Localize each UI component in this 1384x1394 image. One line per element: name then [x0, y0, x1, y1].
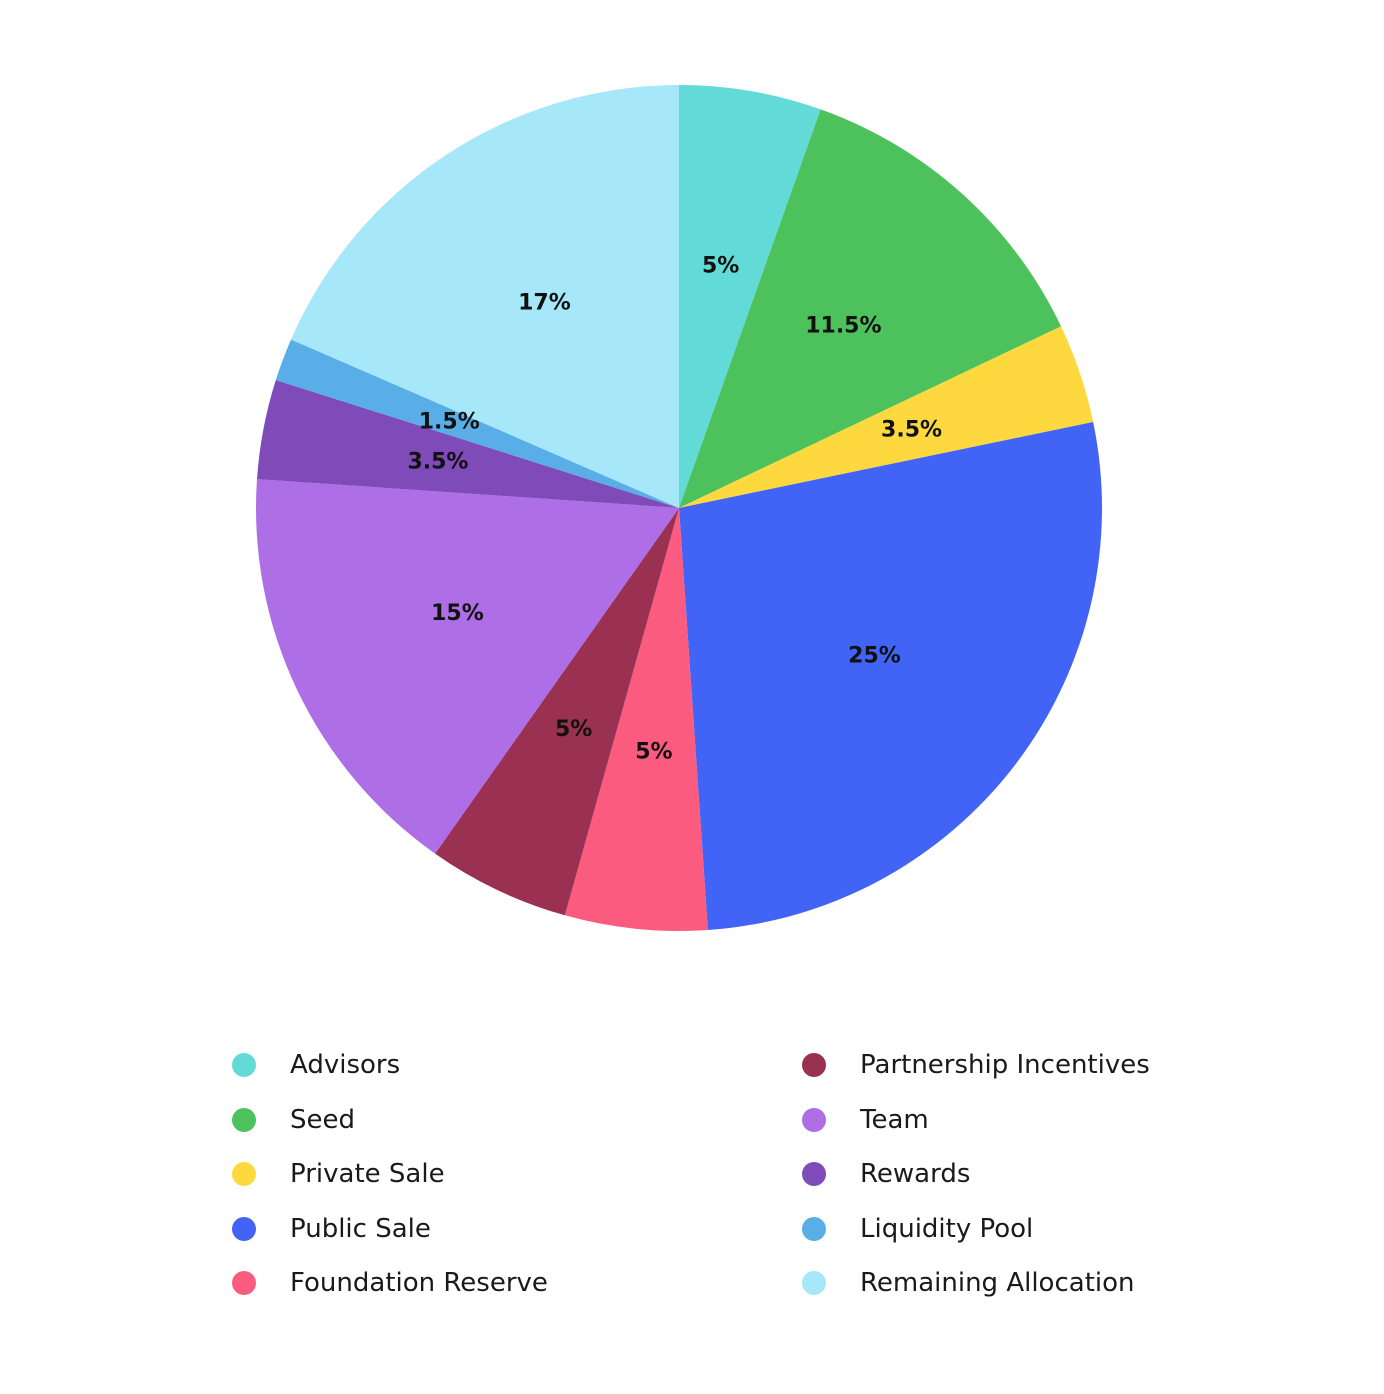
legend-label: Private Sale — [290, 1159, 445, 1190]
pie-slice-private-sale — [679, 326, 1094, 508]
pie-value-label-team: 15% — [431, 601, 484, 626]
pie-slices — [256, 85, 1102, 931]
legend-swatch — [802, 1271, 826, 1296]
pie-value-labels: 5% 11.5% 3.5% 25% 5% 5% 15% 3.5% 1.5% 17% — [407, 254, 942, 765]
pie-chart: 5% 11.5% 3.5% 25% 5% 5% 15% 3.5% 1.5% 17% — [256, 85, 1102, 931]
legend-item-public-sale: Public Sale — [232, 1202, 548, 1257]
pie-slice-liquidity-pool — [275, 339, 679, 508]
legend: Advisors Seed Private Sale Public Sale Found… — [232, 1038, 1232, 1318]
legend-column-right: Partnership Incentives Team Rewards Liquidi… — [802, 1038, 1150, 1311]
legend-label: Foundation Reserve — [290, 1268, 548, 1299]
pie-value-label-remaining-allocation: 17% — [518, 290, 571, 315]
pie-value-label-rewards: 3.5% — [407, 450, 468, 475]
legend-label: Advisors — [290, 1050, 401, 1081]
legend-item-team: Team — [802, 1093, 1150, 1148]
legend-label: Seed — [290, 1104, 355, 1135]
legend-swatch — [232, 1053, 256, 1078]
pie-slice-advisors — [679, 85, 821, 508]
legend-item-rewards: Rewards — [802, 1147, 1150, 1202]
legend-item-advisors: Advisors — [232, 1038, 548, 1093]
legend-swatch — [232, 1271, 256, 1296]
legend-swatch — [802, 1107, 826, 1132]
pie-slice-public-sale — [679, 421, 1102, 931]
legend-swatch — [232, 1216, 256, 1241]
legend-item-foundation-reserve: Foundation Reserve — [232, 1256, 548, 1311]
legend-label: Team — [860, 1104, 929, 1135]
legend-item-private-sale: Private Sale — [232, 1147, 548, 1202]
legend-swatch — [232, 1162, 256, 1187]
legend-swatch — [802, 1162, 826, 1187]
legend-item-seed: Seed — [232, 1093, 548, 1148]
legend-item-remaining-allocation: Remaining Allocation — [802, 1256, 1150, 1311]
pie-slice-foundation-reserve — [564, 508, 708, 931]
legend-swatch — [802, 1216, 826, 1241]
pie-slice-partnership-incentives — [435, 508, 679, 916]
pie-slice-rewards — [256, 380, 679, 508]
pie-value-label-advisors: 5% — [702, 254, 739, 279]
legend-item-liquidity-pool: Liquidity Pool — [802, 1202, 1150, 1257]
legend-swatch — [802, 1053, 826, 1078]
legend-label: Remaining Allocation — [860, 1268, 1135, 1299]
pie-slice-team — [256, 479, 679, 854]
legend-label: Rewards — [860, 1159, 971, 1190]
pie-value-label-liquidity-pool: 1.5% — [419, 409, 480, 434]
legend-label: Partnership Incentives — [860, 1050, 1150, 1081]
legend-item-partnership-incentives: Partnership Incentives — [802, 1038, 1150, 1093]
pie-value-label-public-sale: 25% — [848, 644, 901, 669]
pie-chart-svg: 5% 11.5% 3.5% 25% 5% 5% 15% 3.5% 1.5% 17% — [256, 85, 1102, 931]
pie-value-label-partnership-incentives: 5% — [555, 717, 592, 742]
pie-value-label-private-sale: 3.5% — [881, 417, 942, 442]
legend-column-left: Advisors Seed Private Sale Public Sale Found… — [232, 1038, 548, 1311]
legend-label: Liquidity Pool — [860, 1213, 1034, 1244]
pie-value-label-seed: 11.5% — [805, 313, 881, 338]
pie-slice-seed — [679, 109, 1061, 509]
pie-slice-remaining-allocation — [291, 85, 679, 508]
legend-swatch — [232, 1107, 256, 1132]
legend-label: Public Sale — [290, 1213, 431, 1244]
pie-value-label-foundation-reserve: 5% — [635, 740, 672, 765]
